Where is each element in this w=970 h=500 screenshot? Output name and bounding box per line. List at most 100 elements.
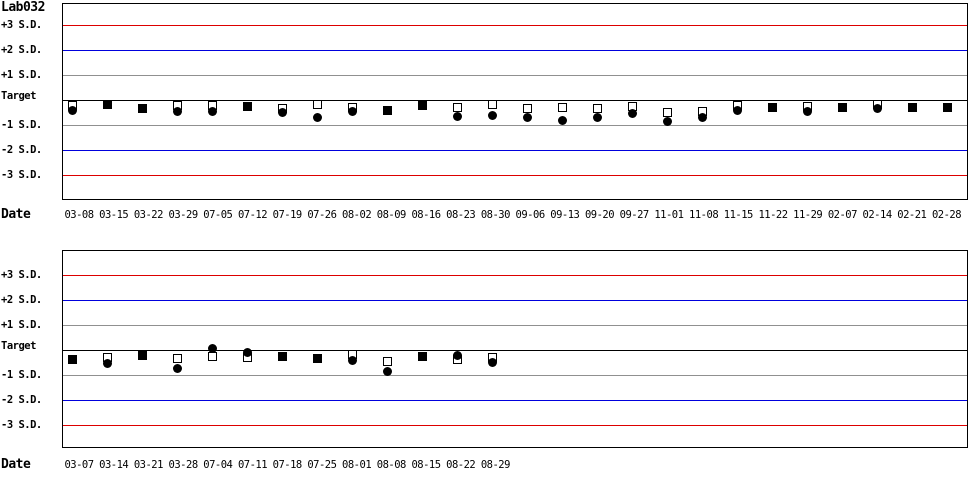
date-tick: 03-07 [64, 459, 94, 471]
date-tick: 11-01 [654, 209, 684, 221]
sd-line-+3 [63, 275, 967, 276]
date-tick: 09-13 [550, 209, 580, 221]
levey-jennings-chart-bottom [62, 250, 968, 448]
date-axis-caption-bottom: Date [1, 457, 31, 472]
qc-circle-marker [662, 117, 672, 126]
qc-square-marker [417, 101, 427, 110]
qc-circle-marker [242, 347, 252, 357]
page-title: Lab032 [1, 0, 45, 15]
qc-circle-marker [522, 113, 532, 122]
date-tick: 08-23 [446, 209, 476, 221]
date-tick: 08-09 [376, 209, 407, 221]
y-axis-label-minus2-sd: -2 S.D. [1, 144, 42, 156]
date-tick: 03-14 [99, 459, 129, 471]
qc-square-marker [242, 101, 252, 111]
date-tick: 08-15 [411, 459, 441, 471]
qc-square-marker [662, 107, 672, 117]
y-axis-label-minus1-sd: -1 S.D. [1, 369, 42, 381]
qc-circle-marker [172, 363, 182, 373]
qc-square-marker [942, 102, 952, 112]
qc-square-marker [382, 357, 392, 366]
qc-circle-marker [802, 107, 812, 116]
y-axis-label-plus3-sd: +3 S.D. [1, 19, 42, 31]
date-tick: 08-29 [480, 459, 511, 471]
date-tick: 08-01 [342, 459, 372, 471]
date-tick: 03-21 [133, 459, 164, 471]
date-tick: 03-28 [168, 459, 199, 471]
qc-circle-marker [487, 111, 497, 120]
sd-line-+2 [63, 50, 967, 51]
qc-circle-marker [347, 356, 357, 365]
date-tick: 02-21 [897, 209, 927, 221]
qc-circle-marker [627, 109, 637, 118]
date-tick: 07-18 [272, 459, 303, 471]
date-tick: 08-08 [376, 459, 407, 471]
date-tick: 07-26 [307, 209, 337, 221]
y-axis-label-target: Target [1, 340, 36, 352]
qc-circle-marker [102, 358, 112, 368]
qc-square-marker [277, 351, 287, 361]
date-tick: 09-27 [619, 209, 650, 221]
y-axis-label-plus1-sd: +1 S.D. [1, 319, 42, 331]
date-tick: 08-30 [480, 209, 511, 221]
qc-square-marker [557, 103, 567, 112]
y-axis-label-minus3-sd: -3 S.D. [1, 419, 42, 431]
qc-circle-marker [347, 107, 357, 116]
date-tick: 02-28 [931, 209, 962, 221]
qc-circle-marker [312, 113, 322, 122]
date-tick: 08-16 [411, 209, 441, 221]
sd-line-+2 [63, 300, 967, 301]
qc-square-marker [137, 103, 147, 113]
date-tick: 08-22 [446, 459, 476, 471]
y-axis-label-minus3-sd: -3 S.D. [1, 169, 42, 181]
qc-square-marker [67, 355, 77, 364]
qc-square-marker [837, 102, 847, 112]
sd-line-+1 [63, 325, 967, 326]
sd-line-+1 [63, 75, 967, 76]
date-tick: 07-11 [237, 459, 268, 471]
qc-square-marker [522, 103, 532, 113]
y-axis-label-minus2-sd: -2 S.D. [1, 394, 42, 406]
qc-circle-marker [872, 103, 882, 113]
qc-square-marker [382, 106, 392, 115]
sd-line--1 [63, 375, 967, 376]
sd-line-+3 [63, 25, 967, 26]
date-tick: 08-02 [342, 209, 372, 221]
levey-jennings-chart-top [62, 3, 968, 200]
date-tick: 07-25 [307, 459, 337, 471]
date-tick: 11-29 [793, 209, 823, 221]
qc-circle-marker [67, 105, 77, 115]
qc-square-marker [137, 351, 147, 360]
qc-circle-marker [207, 343, 217, 353]
sd-line--1 [63, 125, 967, 126]
qc-square-marker [907, 102, 917, 112]
date-tick: 07-04 [203, 459, 233, 471]
qc-square-marker [312, 99, 322, 109]
y-axis-label-plus2-sd: +2 S.D. [1, 44, 42, 56]
date-tick: 03-22 [133, 209, 164, 221]
qc-square-marker [767, 102, 777, 112]
sd-line--3 [63, 175, 967, 176]
date-tick: 03-29 [168, 209, 199, 221]
qc-circle-marker [207, 106, 217, 116]
qc-square-marker [312, 354, 322, 363]
qc-circle-marker [557, 116, 567, 125]
qc-circle-marker [172, 106, 182, 116]
qc-square-marker [487, 99, 497, 109]
qc-circle-marker [452, 351, 462, 360]
date-tick: 11-22 [758, 209, 788, 221]
qc-square-marker [172, 354, 182, 363]
date-tick: 02-14 [862, 209, 893, 221]
qc-circle-marker [732, 106, 742, 115]
y-axis-label-plus1-sd: +1 S.D. [1, 69, 42, 81]
sd-line-target [63, 350, 967, 351]
date-tick: 11-15 [723, 209, 754, 221]
sd-line-target [63, 100, 967, 101]
date-tick: 07-05 [203, 209, 233, 221]
date-tick: 11-08 [689, 209, 719, 221]
qc-circle-marker [697, 113, 707, 122]
qc-circle-marker [277, 107, 287, 117]
qc-circle-marker [487, 358, 497, 367]
date-axis-caption-top: Date [1, 207, 31, 222]
